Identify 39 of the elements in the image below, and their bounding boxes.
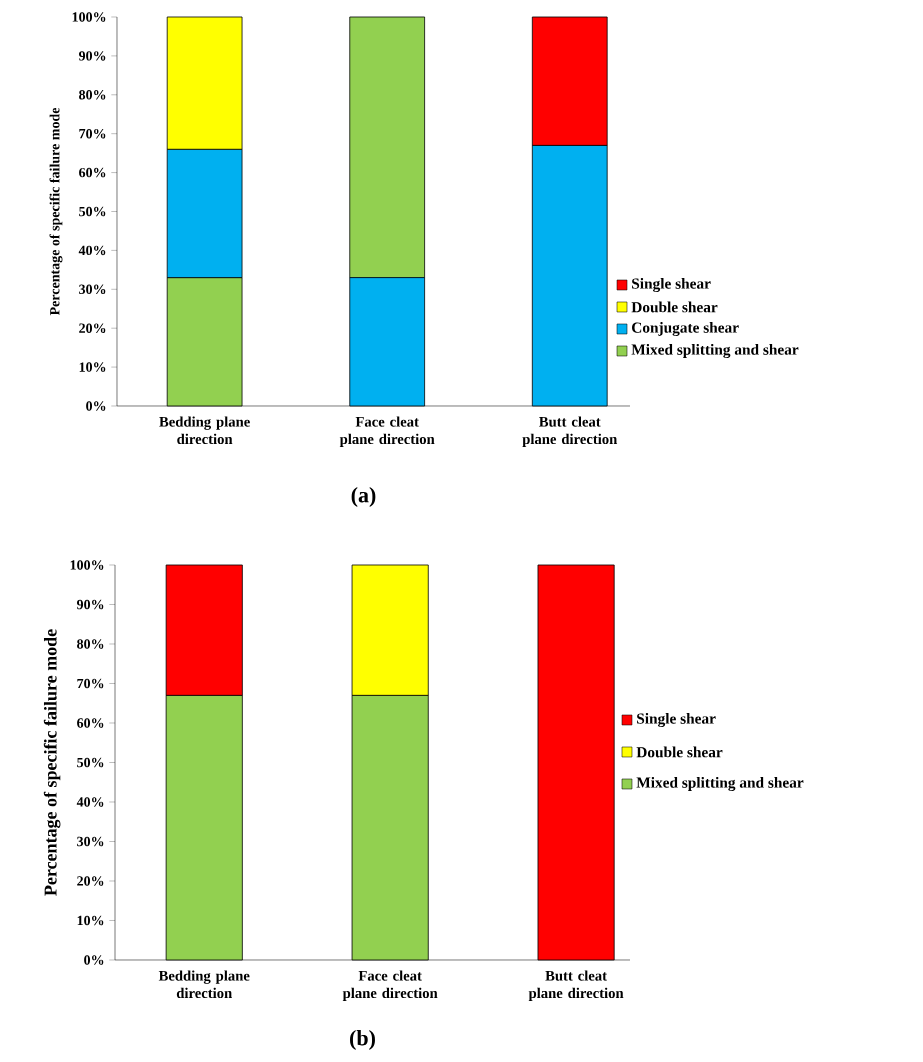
x-tick-label: Face cleat plane direction — [342, 970, 438, 1002]
x-tick-label: Butt cleat plane direction — [522, 416, 618, 448]
legend-label: Single shear — [637, 712, 716, 728]
y-tick-label: 70% — [79, 128, 106, 139]
y-tick-label: 0% — [86, 401, 106, 411]
legend-label: Conjugate shear — [632, 321, 739, 336]
y-axis-title: Percentage of specific failure mode — [49, 107, 63, 316]
y-tick-label: 100% — [70, 560, 104, 570]
y-tick-label: 80% — [77, 639, 104, 649]
y-tick-label: 0% — [84, 955, 104, 965]
y-tick-label: 30% — [79, 284, 106, 295]
y-tick-label: 60% — [77, 718, 104, 728]
y-tick-label: 20% — [77, 876, 104, 886]
x-tick-label: Face cleat plane direction — [339, 416, 435, 448]
text: (b) — [350, 1030, 375, 1050]
y-tick-label: 50% — [77, 757, 104, 768]
y-axis-title: Percentage of specific failure mode — [43, 629, 61, 896]
y-tick-label: 30% — [77, 836, 104, 847]
y-tick-label: 40% — [76, 797, 104, 807]
text: (a) — [351, 487, 376, 507]
y-tick-label: 10% — [79, 362, 106, 372]
x-tick-label: Bedding plane direction — [159, 416, 250, 445]
legend-label: Mixed splitting and shear — [636, 776, 804, 792]
y-tick-label: 100% — [72, 12, 106, 22]
y-tick-label: 60% — [79, 167, 106, 178]
y-tick-label: 90% — [78, 51, 106, 61]
y-tick-label: 50% — [79, 206, 106, 217]
y-tick-label: 40% — [78, 245, 106, 256]
x-tick-label: Butt cleat plane direction — [528, 970, 624, 1002]
legend-label: Double shear — [636, 746, 723, 758]
y-tick-label: 10% — [77, 915, 104, 926]
y-tick-label: 20% — [79, 323, 106, 333]
y-tick-label: 80% — [79, 90, 106, 100]
y-tick-label: 90% — [76, 599, 104, 610]
y-tick-label: 70% — [77, 678, 104, 689]
legend-label: Single shear — [632, 277, 711, 292]
x-tick-label: Bedding plane direction — [158, 970, 250, 999]
legend-label: Double shear — [631, 301, 718, 313]
legend-label: Mixed splitting and shear — [631, 343, 799, 359]
